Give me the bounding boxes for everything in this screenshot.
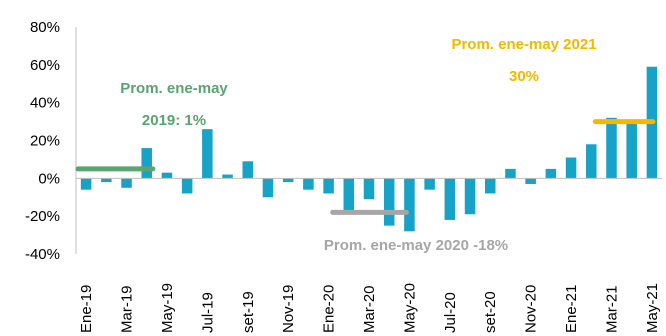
y-tick-label: 80% xyxy=(30,19,60,36)
annotation-text: 2019: 1% xyxy=(142,112,206,129)
x-tick-label: Mar-20 xyxy=(361,285,378,333)
bar-Feb-19 xyxy=(101,178,112,183)
bar-Oct-19 xyxy=(262,178,274,198)
y-tick-label: 40% xyxy=(30,95,60,112)
x-tick-label: set-19 xyxy=(240,291,257,333)
bar-set-19 xyxy=(242,161,254,179)
x-tick-label: May-19 xyxy=(159,283,176,333)
x-tick-label: May-20 xyxy=(401,283,418,333)
bar-Nov-19 xyxy=(282,178,294,183)
x-tick-label: Jul-20 xyxy=(442,292,459,333)
x-tick-label: Nov-19 xyxy=(280,285,297,333)
annotation-text: Prom. ene-may xyxy=(120,80,228,97)
x-axis: Ene-19 Mar-19 May-19 Jul-19 set-19 Nov-19 Ene-… xyxy=(78,283,661,333)
bar-May-20 xyxy=(404,178,415,232)
x-tick-label: Jul-19 xyxy=(199,292,216,333)
x-tick-label: Mar-19 xyxy=(119,285,136,333)
x-tick-label: Ene-20 xyxy=(321,285,338,333)
bar-Jun-19 xyxy=(181,178,193,194)
annotations: Prom. ene-may 2019: 1% Prom. ene-may 2020 … xyxy=(75,36,656,254)
bar-Jun-20 xyxy=(424,178,435,190)
annotation-text: Prom. ene-may 2021 xyxy=(451,36,596,53)
x-tick-label: Ene-21 xyxy=(563,285,580,333)
x-tick-label: Mar-21 xyxy=(603,285,620,333)
bar-Abr-19 xyxy=(141,148,152,179)
x-tick-label: Ene-19 xyxy=(78,285,95,333)
y-tick-label: 20% xyxy=(30,133,60,150)
bar-Nov-20 xyxy=(525,178,536,185)
bar-Abr-21 xyxy=(626,121,637,179)
bar-Feb-20 xyxy=(343,178,355,213)
bar-Ago-19 xyxy=(222,174,233,179)
bar-Abr-20 xyxy=(383,178,395,226)
y-tick-label: 60% xyxy=(30,57,60,74)
y-tick-label: 0% xyxy=(38,170,60,187)
annotation-text: 30% xyxy=(509,68,539,85)
x-tick-label: May-21 xyxy=(644,283,661,333)
bar-Oct-20 xyxy=(505,168,516,179)
bar-Jul-20 xyxy=(444,178,456,220)
bar-Dic-20 xyxy=(545,168,557,179)
bar-Jul-19 xyxy=(202,129,213,179)
bar-Ene-20 xyxy=(323,178,334,194)
bar-Mar-21 xyxy=(606,117,617,179)
annotation-text: Prom. ene-may 2020 -18% xyxy=(324,237,508,254)
x-tick-label: set-20 xyxy=(482,291,499,333)
bar-Ene-19 xyxy=(80,178,92,190)
y-tick-label: -20% xyxy=(25,208,60,225)
y-axis: -40% -20% 0% 20% 40% 60% 80% xyxy=(25,19,60,263)
bar-May-19 xyxy=(161,172,173,179)
bar-Ago-20 xyxy=(464,178,476,215)
bar-set-20 xyxy=(484,178,496,194)
bar-Ene-21 xyxy=(565,157,577,179)
y-tick-label: -40% xyxy=(25,246,60,263)
bar-Feb-21 xyxy=(586,144,597,179)
bar-Mar-20 xyxy=(363,178,375,200)
x-tick-label: Nov-20 xyxy=(523,285,540,333)
bar-Dic-19 xyxy=(303,178,314,190)
bar-Mar-19 xyxy=(121,178,132,188)
